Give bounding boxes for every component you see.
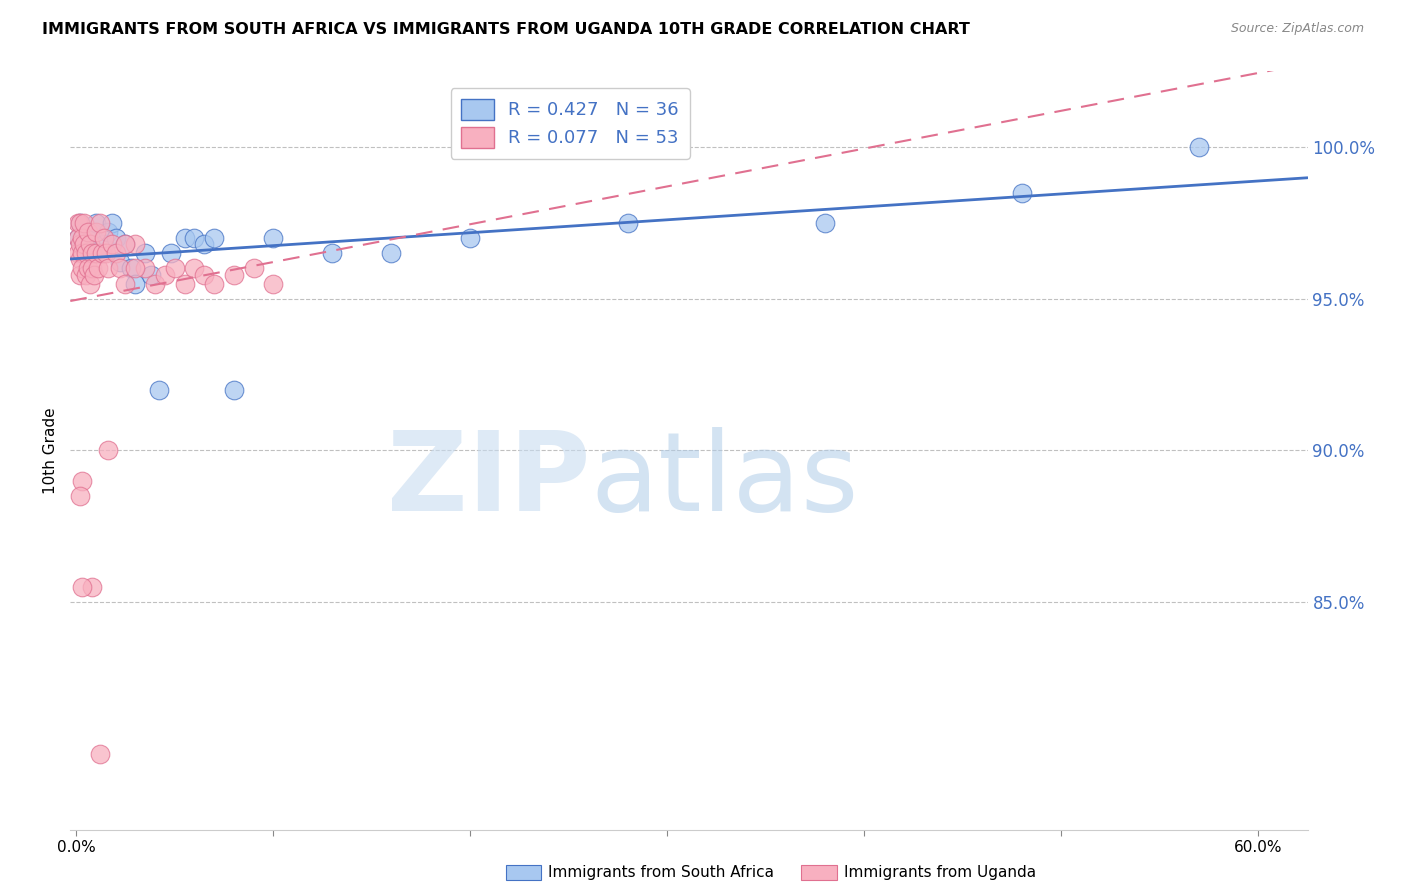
Point — [202, 231, 225, 245]
Point — [67, 231, 90, 245]
Point — [617, 216, 640, 230]
Point — [120, 261, 142, 276]
Point — [70, 580, 93, 594]
Point — [73, 237, 96, 252]
Point — [80, 580, 103, 594]
Point — [84, 216, 107, 230]
Point — [108, 261, 131, 276]
Point — [84, 225, 107, 239]
Point — [67, 231, 90, 245]
Point — [104, 246, 127, 260]
Point — [69, 216, 91, 230]
Point — [242, 261, 264, 276]
Point — [100, 216, 122, 230]
Point — [134, 261, 156, 276]
Y-axis label: 10th Grade: 10th Grade — [44, 407, 59, 494]
Point — [67, 246, 90, 260]
Point — [134, 246, 156, 260]
Point — [73, 216, 96, 230]
Point — [202, 277, 225, 291]
Point — [262, 277, 284, 291]
Point — [69, 237, 91, 252]
Point — [100, 237, 122, 252]
Point — [80, 261, 103, 276]
Point — [148, 383, 170, 397]
Text: Immigrants from Uganda: Immigrants from Uganda — [844, 865, 1036, 880]
Point — [114, 237, 136, 252]
Point — [262, 231, 284, 245]
Point — [193, 237, 215, 252]
Point — [222, 383, 245, 397]
Point — [77, 261, 100, 276]
Point — [69, 268, 91, 282]
Point — [104, 231, 127, 245]
Point — [70, 261, 93, 276]
Point — [222, 268, 245, 282]
Point — [114, 237, 136, 252]
Point — [163, 261, 186, 276]
Point — [458, 231, 481, 245]
Point — [69, 489, 91, 503]
Point — [83, 268, 105, 282]
Point — [93, 231, 115, 245]
Point — [183, 261, 205, 276]
Point — [75, 268, 97, 282]
Point — [67, 216, 90, 230]
Point — [321, 246, 343, 260]
Point — [97, 443, 120, 458]
Text: IMMIGRANTS FROM SOUTH AFRICA VS IMMIGRANTS FROM UGANDA 10TH GRADE CORRELATION CH: IMMIGRANTS FROM SOUTH AFRICA VS IMMIGRAN… — [42, 22, 970, 37]
Point — [70, 246, 93, 260]
Point — [143, 277, 166, 291]
Point — [75, 244, 97, 258]
Point — [183, 231, 205, 245]
Point — [173, 231, 195, 245]
Point — [70, 474, 93, 488]
Legend: R = 0.427   N = 36, R = 0.077   N = 53: R = 0.427 N = 36, R = 0.077 N = 53 — [450, 88, 690, 159]
Point — [69, 252, 91, 267]
Point — [83, 246, 105, 260]
Point — [77, 231, 100, 245]
Point — [153, 268, 176, 282]
Point — [89, 216, 111, 230]
Point — [89, 246, 111, 260]
Point — [108, 255, 131, 269]
Point — [73, 225, 96, 239]
Point — [69, 216, 91, 230]
Point — [1011, 186, 1033, 200]
Point — [84, 246, 107, 260]
Point — [75, 246, 97, 260]
Text: Source: ZipAtlas.com: Source: ZipAtlas.com — [1230, 22, 1364, 36]
Point — [159, 246, 181, 260]
Text: Immigrants from South Africa: Immigrants from South Africa — [548, 865, 775, 880]
Point — [173, 277, 195, 291]
Text: atlas: atlas — [591, 427, 859, 534]
Point — [90, 246, 112, 260]
Point — [70, 237, 93, 252]
Point — [79, 237, 101, 252]
Point — [124, 277, 146, 291]
Point — [380, 246, 402, 260]
Point — [139, 268, 162, 282]
Point — [79, 277, 101, 291]
Point — [114, 277, 136, 291]
Point — [80, 246, 103, 260]
Point — [814, 216, 837, 230]
Point — [94, 246, 117, 260]
Point — [89, 747, 111, 761]
Point — [97, 261, 120, 276]
Point — [70, 231, 93, 245]
Point — [124, 261, 146, 276]
Point — [77, 225, 100, 239]
Point — [1188, 140, 1211, 154]
Point — [93, 237, 115, 252]
Text: ZIP: ZIP — [387, 427, 591, 534]
Point — [80, 225, 103, 239]
Point — [97, 225, 120, 239]
Point — [193, 268, 215, 282]
Point — [79, 237, 101, 252]
Point — [87, 261, 110, 276]
Point — [124, 237, 146, 252]
